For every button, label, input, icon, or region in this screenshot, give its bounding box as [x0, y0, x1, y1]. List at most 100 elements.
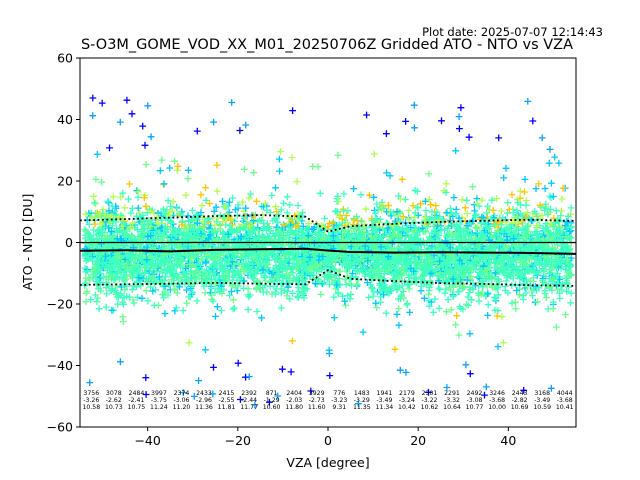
data-point [189, 216, 197, 224]
data-point [566, 261, 573, 269]
data-point [149, 243, 156, 251]
data-point [483, 282, 491, 290]
data-point [144, 297, 152, 305]
data-point [420, 271, 427, 279]
data-point [480, 267, 488, 274]
data-point [113, 282, 121, 290]
data-point [463, 196, 471, 204]
data-point [568, 223, 575, 231]
data-point [361, 242, 369, 250]
data-point [169, 273, 176, 281]
data-point [213, 187, 221, 195]
data-point [242, 220, 250, 228]
data-point [395, 227, 403, 234]
data-point [418, 282, 425, 290]
data-point [169, 262, 177, 270]
data-point [102, 303, 110, 311]
data-point [193, 297, 201, 305]
data-point [399, 213, 407, 221]
data-point [255, 232, 263, 239]
data-point [508, 282, 516, 289]
data-point [407, 224, 415, 231]
data-point [106, 232, 114, 240]
data-point [211, 227, 219, 235]
data-point [476, 229, 484, 237]
data-point [220, 286, 228, 294]
data-point [422, 207, 430, 214]
data-point [500, 174, 508, 182]
data-point [446, 217, 454, 224]
data-point [524, 267, 531, 275]
data-point [559, 184, 567, 192]
data-point [142, 203, 150, 210]
data-point [520, 237, 528, 245]
data-point [436, 217, 443, 225]
data-point [455, 113, 463, 120]
data-point [498, 238, 506, 245]
data-point [225, 255, 232, 263]
data-point [106, 144, 113, 152]
data-point [250, 169, 258, 177]
data-point [129, 296, 137, 304]
data-point [189, 288, 196, 296]
data-point [259, 288, 267, 296]
data-point [369, 292, 377, 300]
data-point [389, 275, 397, 283]
data-point [95, 285, 102, 293]
data-point [210, 207, 218, 215]
data-point [428, 265, 436, 273]
data-point [223, 270, 231, 277]
data-point [128, 110, 136, 118]
data-point [463, 210, 471, 217]
data-point [400, 294, 408, 302]
data-point [246, 269, 254, 276]
data-point [228, 288, 235, 295]
data-point [520, 386, 528, 394]
data-point [472, 224, 479, 231]
data-point [547, 283, 555, 291]
data-point [92, 200, 100, 208]
data-point [493, 195, 500, 202]
data-point [361, 235, 368, 242]
data-point [137, 255, 144, 263]
data-point [239, 198, 246, 206]
data-point [337, 253, 345, 260]
data-point [410, 101, 418, 109]
data-point [364, 257, 372, 264]
data-point [343, 212, 350, 219]
data-point [522, 261, 530, 269]
data-point [128, 286, 136, 294]
data-point [364, 279, 371, 286]
data-point [500, 264, 508, 272]
data-point [352, 233, 359, 240]
data-point [499, 228, 507, 236]
data-point [237, 396, 244, 403]
data-point [411, 187, 419, 194]
data-point [326, 220, 333, 227]
data-point [394, 231, 401, 239]
data-point [508, 191, 516, 198]
data-point [551, 153, 559, 161]
data-point [206, 231, 214, 238]
data-point [454, 288, 462, 296]
data-point [236, 127, 244, 134]
data-point [492, 295, 500, 302]
data-point [340, 207, 347, 215]
data-point [552, 207, 560, 215]
data-point [119, 189, 127, 197]
data-point [372, 240, 380, 248]
data-point [506, 223, 514, 231]
data-point [355, 400, 362, 408]
data-point [450, 194, 458, 201]
data-point [134, 204, 142, 212]
data-point [411, 213, 418, 221]
data-point [226, 256, 233, 264]
data-point [98, 240, 105, 248]
data-point [287, 368, 295, 376]
data-point [244, 255, 252, 262]
data-point [366, 191, 373, 199]
data-point [551, 244, 559, 252]
data-point [555, 218, 563, 225]
data-point [105, 199, 113, 207]
data-point [507, 259, 514, 267]
